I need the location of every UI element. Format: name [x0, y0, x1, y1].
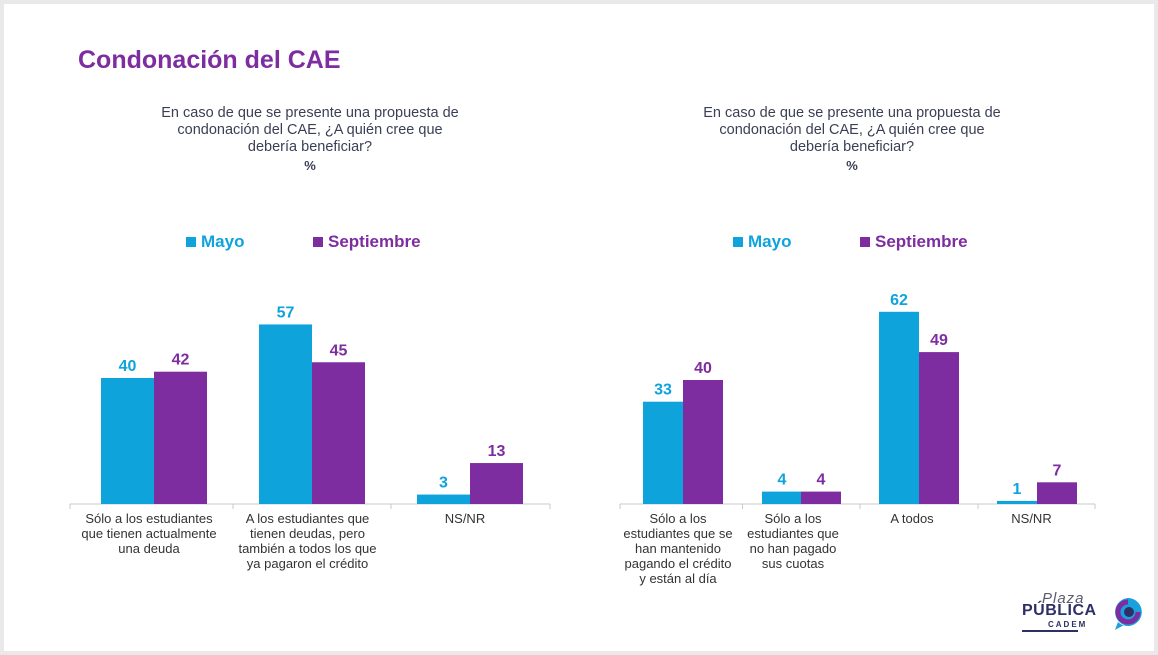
logo-text-cadem: CADEM	[1048, 620, 1088, 629]
data-label: 4	[817, 472, 826, 489]
legend-swatch-mayo	[186, 237, 196, 247]
data-label: 3	[439, 475, 448, 492]
legend-item-septiembre: Septiembre	[313, 232, 421, 252]
category-label: NS/NR	[444, 511, 486, 526]
category-label: Sólo a los estudiantes que tienen actual…	[81, 511, 217, 556]
legend-label-septiembre: Septiembre	[875, 232, 968, 251]
slide: Condonación del CAE En caso de que se pr…	[4, 4, 1154, 651]
data-label: 33	[654, 382, 672, 399]
bar-mayo-0	[101, 378, 154, 504]
data-label: 7	[1053, 462, 1062, 479]
data-label: 57	[277, 304, 295, 321]
bar-mayo-0	[643, 401, 683, 504]
legend-item-septiembre: Septiembre	[860, 232, 968, 252]
legend-label-septiembre: Septiembre	[328, 232, 421, 251]
category-label: Sólo a los estudiantes que no han pagado…	[747, 511, 839, 571]
bar-mayo-1	[259, 324, 312, 504]
data-label: 49	[930, 332, 948, 349]
page-title: Condonación del CAE	[78, 46, 341, 74]
data-label: 40	[694, 360, 712, 377]
legend-label-mayo: Mayo	[748, 232, 792, 251]
legend-swatch-mayo	[733, 237, 743, 247]
bar-mayo-3	[997, 500, 1037, 504]
category-label: NS/NR	[1011, 511, 1052, 526]
chart-right-question: En caso de que se presente una propuesta…	[662, 105, 1042, 174]
category-label: A los estudiantes que tienen deudas, per…	[238, 511, 377, 571]
plaza-publica-cadem-logo: Plaza PÚBLICA CADEM	[1018, 590, 1148, 638]
bar-septiembre-2	[919, 352, 959, 504]
category-label: A todos	[890, 511, 934, 526]
legend-label-mayo: Mayo	[201, 232, 245, 251]
question-line: debería beneficiar?	[247, 139, 373, 155]
data-label: 62	[890, 292, 908, 309]
logo-text-publica: PÚBLICA	[1022, 602, 1097, 619]
bar-septiembre-1	[312, 362, 365, 504]
speech-bubble-icon	[1115, 598, 1142, 630]
question-line: En caso de que se presente una propuesta…	[161, 105, 459, 121]
legend-item-mayo: Mayo	[186, 232, 244, 252]
data-label: 42	[172, 352, 190, 369]
data-label: 13	[488, 443, 506, 460]
category-label: Sólo a los estudiantes que se han manten…	[623, 511, 733, 586]
question-line: debería beneficiar?	[789, 139, 915, 155]
question-line: condonación del CAE, ¿A quién cree que	[177, 122, 443, 138]
chart-right-plot: 33 4 62 1 40 4 49 7	[619, 292, 1096, 509]
bar-mayo-2	[879, 311, 919, 504]
question-line: condonación del CAE, ¿A quién cree que	[719, 122, 985, 138]
legend-swatch-septiembre	[860, 237, 870, 247]
logo-text-plaza: Plaza	[1042, 590, 1085, 607]
bar-septiembre-0	[154, 371, 207, 504]
bar-mayo-1	[762, 491, 802, 504]
logo-rule	[1022, 630, 1078, 632]
data-label: 4	[778, 472, 787, 489]
bar-septiembre-2	[470, 463, 523, 504]
legend-item-mayo: Mayo	[733, 232, 791, 252]
bar-septiembre-1	[801, 491, 841, 504]
bar-mayo-2	[417, 494, 470, 504]
question-line: En caso de que se presente una propuesta…	[703, 105, 1001, 121]
legend-swatch-septiembre	[313, 237, 323, 247]
bar-septiembre-3	[1037, 482, 1077, 504]
chart-left-plot: 40 57 3 42 45 13	[69, 304, 551, 509]
data-label: 45	[330, 342, 348, 359]
bar-septiembre-0	[683, 380, 723, 504]
unit-label: %	[304, 158, 316, 173]
data-label: 1	[1013, 481, 1022, 498]
data-label: 40	[119, 358, 137, 375]
unit-label: %	[846, 158, 858, 173]
chart-left-question: En caso de que se presente una propuesta…	[120, 105, 500, 174]
